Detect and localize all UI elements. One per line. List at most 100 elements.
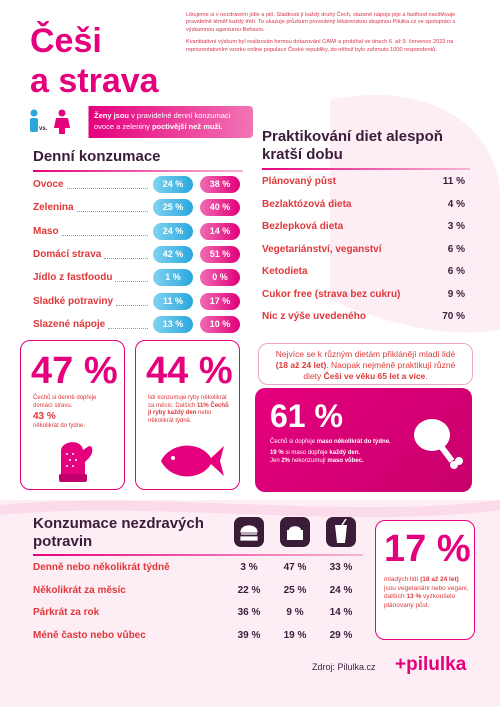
stat-text: 11% Čechů jí ryby každý den <box>148 402 229 417</box>
diet-label: Nic z výše uvedeného <box>262 311 366 322</box>
gender-icons <box>30 109 70 134</box>
women-value: 14 % <box>200 222 240 240</box>
stat-text: 2% <box>281 458 291 464</box>
banner-text: poctivější než muži. <box>151 122 223 131</box>
diet-value: 9 % <box>447 288 465 300</box>
stat-text: Čechů si dopřeje <box>270 439 317 445</box>
stat-text: maso vůbec. <box>327 458 364 464</box>
stat-text: maso několikrát do týdne. <box>316 439 391 445</box>
leader <box>108 327 148 329</box>
young-card: 17 % mladých lidí (18 až 24 let) jsou ve… <box>375 520 475 640</box>
section-title: Denní konzumace <box>33 148 161 165</box>
cell-value: 29 % <box>329 629 353 641</box>
men-value: 42 % <box>153 245 193 263</box>
men-value: 1 % <box>153 269 193 287</box>
stat-value: 43 % <box>33 411 56 422</box>
women-value: 40 % <box>200 199 240 217</box>
stat-text: mladých lidí <box>384 576 421 583</box>
diet-value: 6 % <box>447 266 465 277</box>
banner: vs. Ženy jsou v pravidelné denní konzuma… <box>18 106 253 138</box>
diet-label: Plánovaný půst <box>262 176 336 187</box>
section-title: Praktikování diet alespoň kratší dobu <box>262 128 443 163</box>
men-value: 11 % <box>153 292 193 310</box>
row-label: Slazené nápoje <box>33 318 106 330</box>
source: Zdroj: Pilulka.cz <box>312 662 376 672</box>
note-text: Nejvíce se k různým dietám přiklánějí ml… <box>275 349 456 359</box>
fish-card: 44 % lidí konzumuje ryby několikrát za m… <box>135 340 240 490</box>
row-label: Ovoce <box>33 179 64 190</box>
note-text: Češi ve věku 65 let a více <box>323 371 426 381</box>
women-value: 51 % <box>200 245 240 263</box>
leader <box>116 304 148 306</box>
stat-value: 17 % <box>384 528 471 570</box>
note-text: . <box>425 371 428 381</box>
row-label: Zelenina <box>33 202 74 214</box>
diet-value: 11 % <box>442 176 465 187</box>
meat-card: 61 % Čechů si dopřeje maso několikrát do… <box>255 388 472 492</box>
men-value: 25 % <box>153 199 193 217</box>
stat-text: několikrát do týdne. <box>33 423 86 429</box>
stat-text: 13 % <box>406 593 422 600</box>
women-value: 0 % <box>200 269 240 287</box>
leader <box>104 257 148 259</box>
cell-value: 3 % <box>240 562 258 573</box>
stat-text: Jen <box>270 458 282 464</box>
stat-value: 61 % <box>270 398 343 434</box>
stat-text: Čechů si denně dopřeje domácí stravu. <box>33 395 97 409</box>
men-value: 24 % <box>153 222 193 240</box>
cell-value: 39 % <box>237 629 261 641</box>
stat-text: nebo několikrát týdně. <box>148 410 212 424</box>
banner-text: v pravidelné denní konzumaci ovoce a zel… <box>94 111 231 131</box>
intro: Kvantitativní výzkum byl realizován form… <box>186 39 454 53</box>
stat-value: 47 % <box>31 350 118 392</box>
men-value: 13 % <box>153 315 193 333</box>
title: a strava <box>30 62 159 100</box>
women-value: 17 % <box>200 292 240 310</box>
row-label: Párkrát za rok <box>33 607 100 618</box>
stat-text: (18 až 24 let) <box>420 576 459 583</box>
women-value: 10 % <box>200 315 240 333</box>
diet-value: 4 % <box>447 198 465 210</box>
cell-value: 22 % <box>237 584 261 596</box>
stat-value: 44 % <box>146 350 233 392</box>
stat-text: lidí konzumuje ryby několikrát za měsíc.… <box>148 395 227 409</box>
cell-value: 9 % <box>286 607 304 618</box>
stat-text: nekonzumují <box>290 458 328 464</box>
cell-value: 24 % <box>329 584 353 596</box>
leader <box>115 281 148 283</box>
men-value: 24 % <box>153 176 193 193</box>
mitten-icon <box>59 442 93 482</box>
note-text: (18 až 24 let) <box>275 360 327 370</box>
diet-value: 6 % <box>447 243 465 255</box>
leader <box>62 234 148 236</box>
diet-label: Cukor free (strava bez cukru) <box>262 288 401 300</box>
women-value: 38 % <box>200 176 240 193</box>
brand: +pilulka <box>395 654 467 675</box>
diet-label: Ketodieta <box>262 266 308 277</box>
diet-label: Bezlaktózová dieta <box>262 198 352 210</box>
row-label: Sladké potraviny <box>33 295 114 307</box>
cell-value: 19 % <box>283 629 307 641</box>
title: Češi <box>30 22 102 60</box>
fish-icon <box>161 445 224 477</box>
section-title: Konzumace nezdravých potravin <box>33 515 204 550</box>
homemade-card: 47 % Čechů si denně dopřeje domácí strav… <box>20 340 125 490</box>
cell-value: 14 % <box>329 607 353 618</box>
cell-value: 33 % <box>329 562 353 573</box>
row-label: Denně nebo několikrát týdně <box>33 562 170 573</box>
food-icons <box>234 517 356 547</box>
intro: Libujeme si v nezdravém jídle a pití. Sl… <box>186 12 456 33</box>
note-text: . Naopak nejméně praktikují různé diety <box>303 360 456 381</box>
diet-value: 3 % <box>447 221 465 232</box>
leader <box>67 188 148 189</box>
note: Nejvíce se k různým dietám přiklánějí ml… <box>258 343 473 385</box>
stat-text: vyzkoušelo plánovaný půst. <box>384 593 456 609</box>
stat-text: si maso dopřeje <box>283 450 330 456</box>
drumstick-icon <box>414 419 463 469</box>
row-label: Několikrát za měsíc <box>33 584 126 596</box>
diet-label: Vegetariánství, veganství <box>262 243 382 255</box>
row-label: Domácí strava <box>33 248 102 260</box>
stat-text: 19 % <box>270 450 284 456</box>
stat-text: každý den. <box>329 450 361 456</box>
